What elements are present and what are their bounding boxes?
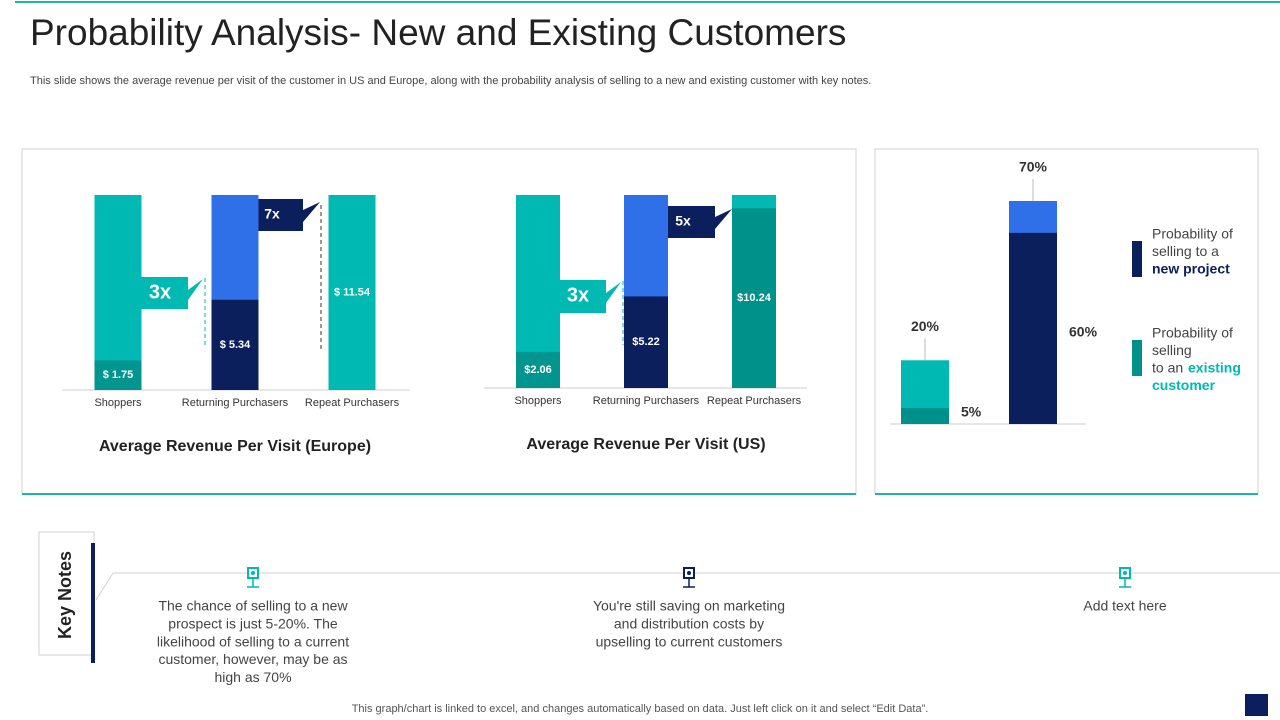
value-label: 20% — [911, 318, 940, 334]
legend-highlight: new project — [1152, 261, 1230, 277]
x-tick-label: Shoppers — [94, 397, 142, 409]
bar — [732, 208, 776, 388]
note-text: customer, however, may be as — [158, 651, 347, 667]
bar — [516, 351, 560, 388]
annotation: 7x — [264, 206, 280, 222]
bar — [1009, 232, 1057, 424]
note-text: The chance of selling to a new — [158, 598, 348, 614]
chart-title: Average Revenue Per Visit (Europe) — [99, 438, 371, 455]
callout — [558, 280, 621, 313]
bar — [211, 299, 259, 390]
value-label: 5% — [961, 404, 982, 420]
legend-highlight: existing — [1188, 360, 1241, 376]
note-text: Add text here — [1083, 598, 1166, 614]
note-text: prospect is just 5-20%. The — [168, 616, 338, 632]
legend-text: selling to a — [1152, 243, 1219, 259]
callout — [140, 277, 203, 309]
note-icon-dot — [251, 571, 255, 575]
x-tick-label: Returning Purchasers — [593, 395, 700, 407]
legend-text: to an — [1152, 360, 1183, 376]
note-text: You're still saving on marketing — [593, 598, 785, 614]
value-label: $2.06 — [524, 364, 552, 376]
value-label: $5.22 — [632, 336, 660, 348]
legend-text: Probability of — [1152, 325, 1233, 341]
value-label: $ 5.34 — [220, 339, 251, 351]
chart-title: Average Revenue Per Visit (US) — [526, 436, 765, 453]
value-label: 70% — [1019, 159, 1048, 175]
legend-highlight: customer — [1152, 377, 1216, 393]
x-tick-label: Repeat Purchasers — [305, 397, 400, 409]
legend-swatch — [1132, 241, 1142, 277]
callout — [241, 199, 320, 231]
value-label: $ 1.75 — [103, 369, 134, 381]
x-tick-label: Returning Purchasers — [182, 397, 289, 409]
bar — [94, 360, 142, 390]
x-tick-label: Repeat Purchasers — [707, 395, 802, 407]
value-label: 60% — [1069, 324, 1098, 340]
key-notes-title: Key Notes — [55, 551, 75, 639]
note-icon-dot — [687, 571, 691, 575]
bar — [328, 195, 376, 390]
annotation: 3x — [567, 284, 589, 306]
notes-line — [95, 572, 1280, 601]
key-notes-box — [38, 531, 95, 656]
key-notes-bar — [91, 543, 95, 663]
note-text: upselling to current customers — [596, 633, 783, 649]
value-label: $10.24 — [737, 292, 772, 304]
footer: This graph/chart is linked to excel, and… — [352, 703, 929, 715]
bar — [901, 408, 949, 424]
chart-panel — [874, 148, 1259, 495]
x-tick-label: Shoppers — [514, 395, 562, 407]
corner-square — [1245, 694, 1268, 716]
annotation: 3x — [149, 281, 171, 303]
legend-text: Probability of — [1152, 226, 1233, 242]
note-text: likelihood of selling to a current — [157, 633, 349, 649]
value-label: $ 11.54 — [334, 286, 371, 298]
bar — [624, 296, 668, 388]
slide-subtitle: This slide shows the average revenue per… — [30, 75, 871, 87]
legend-text: selling — [1152, 342, 1192, 358]
bar-background — [94, 195, 142, 390]
note-text: high as 70% — [214, 669, 291, 685]
slide-title: Probability Analysis- New and Existing C… — [30, 12, 846, 53]
callout — [651, 206, 732, 238]
note-icon-dot — [1123, 571, 1127, 575]
annotation: 5x — [675, 213, 691, 229]
note-text: and distribution costs by — [614, 616, 764, 632]
legend-swatch — [1132, 340, 1142, 376]
